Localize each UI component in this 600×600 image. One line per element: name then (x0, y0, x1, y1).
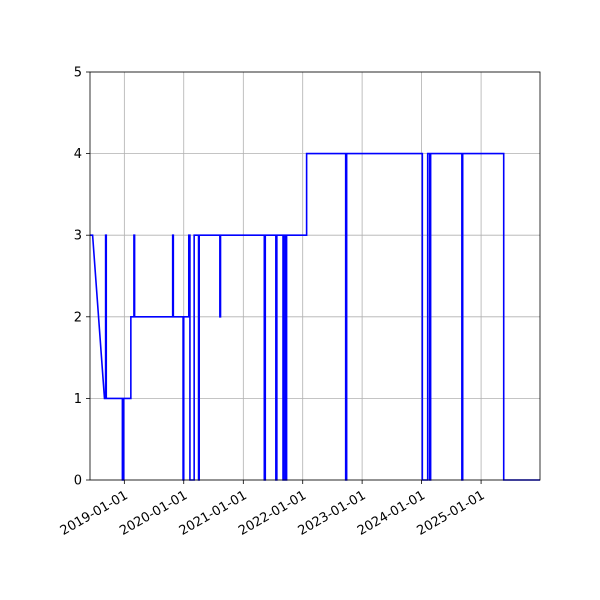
y-tick-label: 0 (74, 474, 82, 489)
y-tick-label: 4 (74, 147, 82, 162)
y-axis: 0 1 2 3 4 5 (74, 66, 90, 489)
grid (90, 71, 540, 481)
plot-area-frame (89, 71, 541, 481)
x-tick-label: 2025-01-01 (415, 488, 488, 539)
x-axis: 2019-01-012020-01-012021-01-012022-01-01… (58, 480, 488, 539)
y-tick-label: 5 (74, 66, 82, 81)
y-tick-label: 3 (74, 229, 82, 244)
y-tick-label: 2 (74, 310, 82, 325)
y-tick-label: 1 (74, 392, 82, 407)
